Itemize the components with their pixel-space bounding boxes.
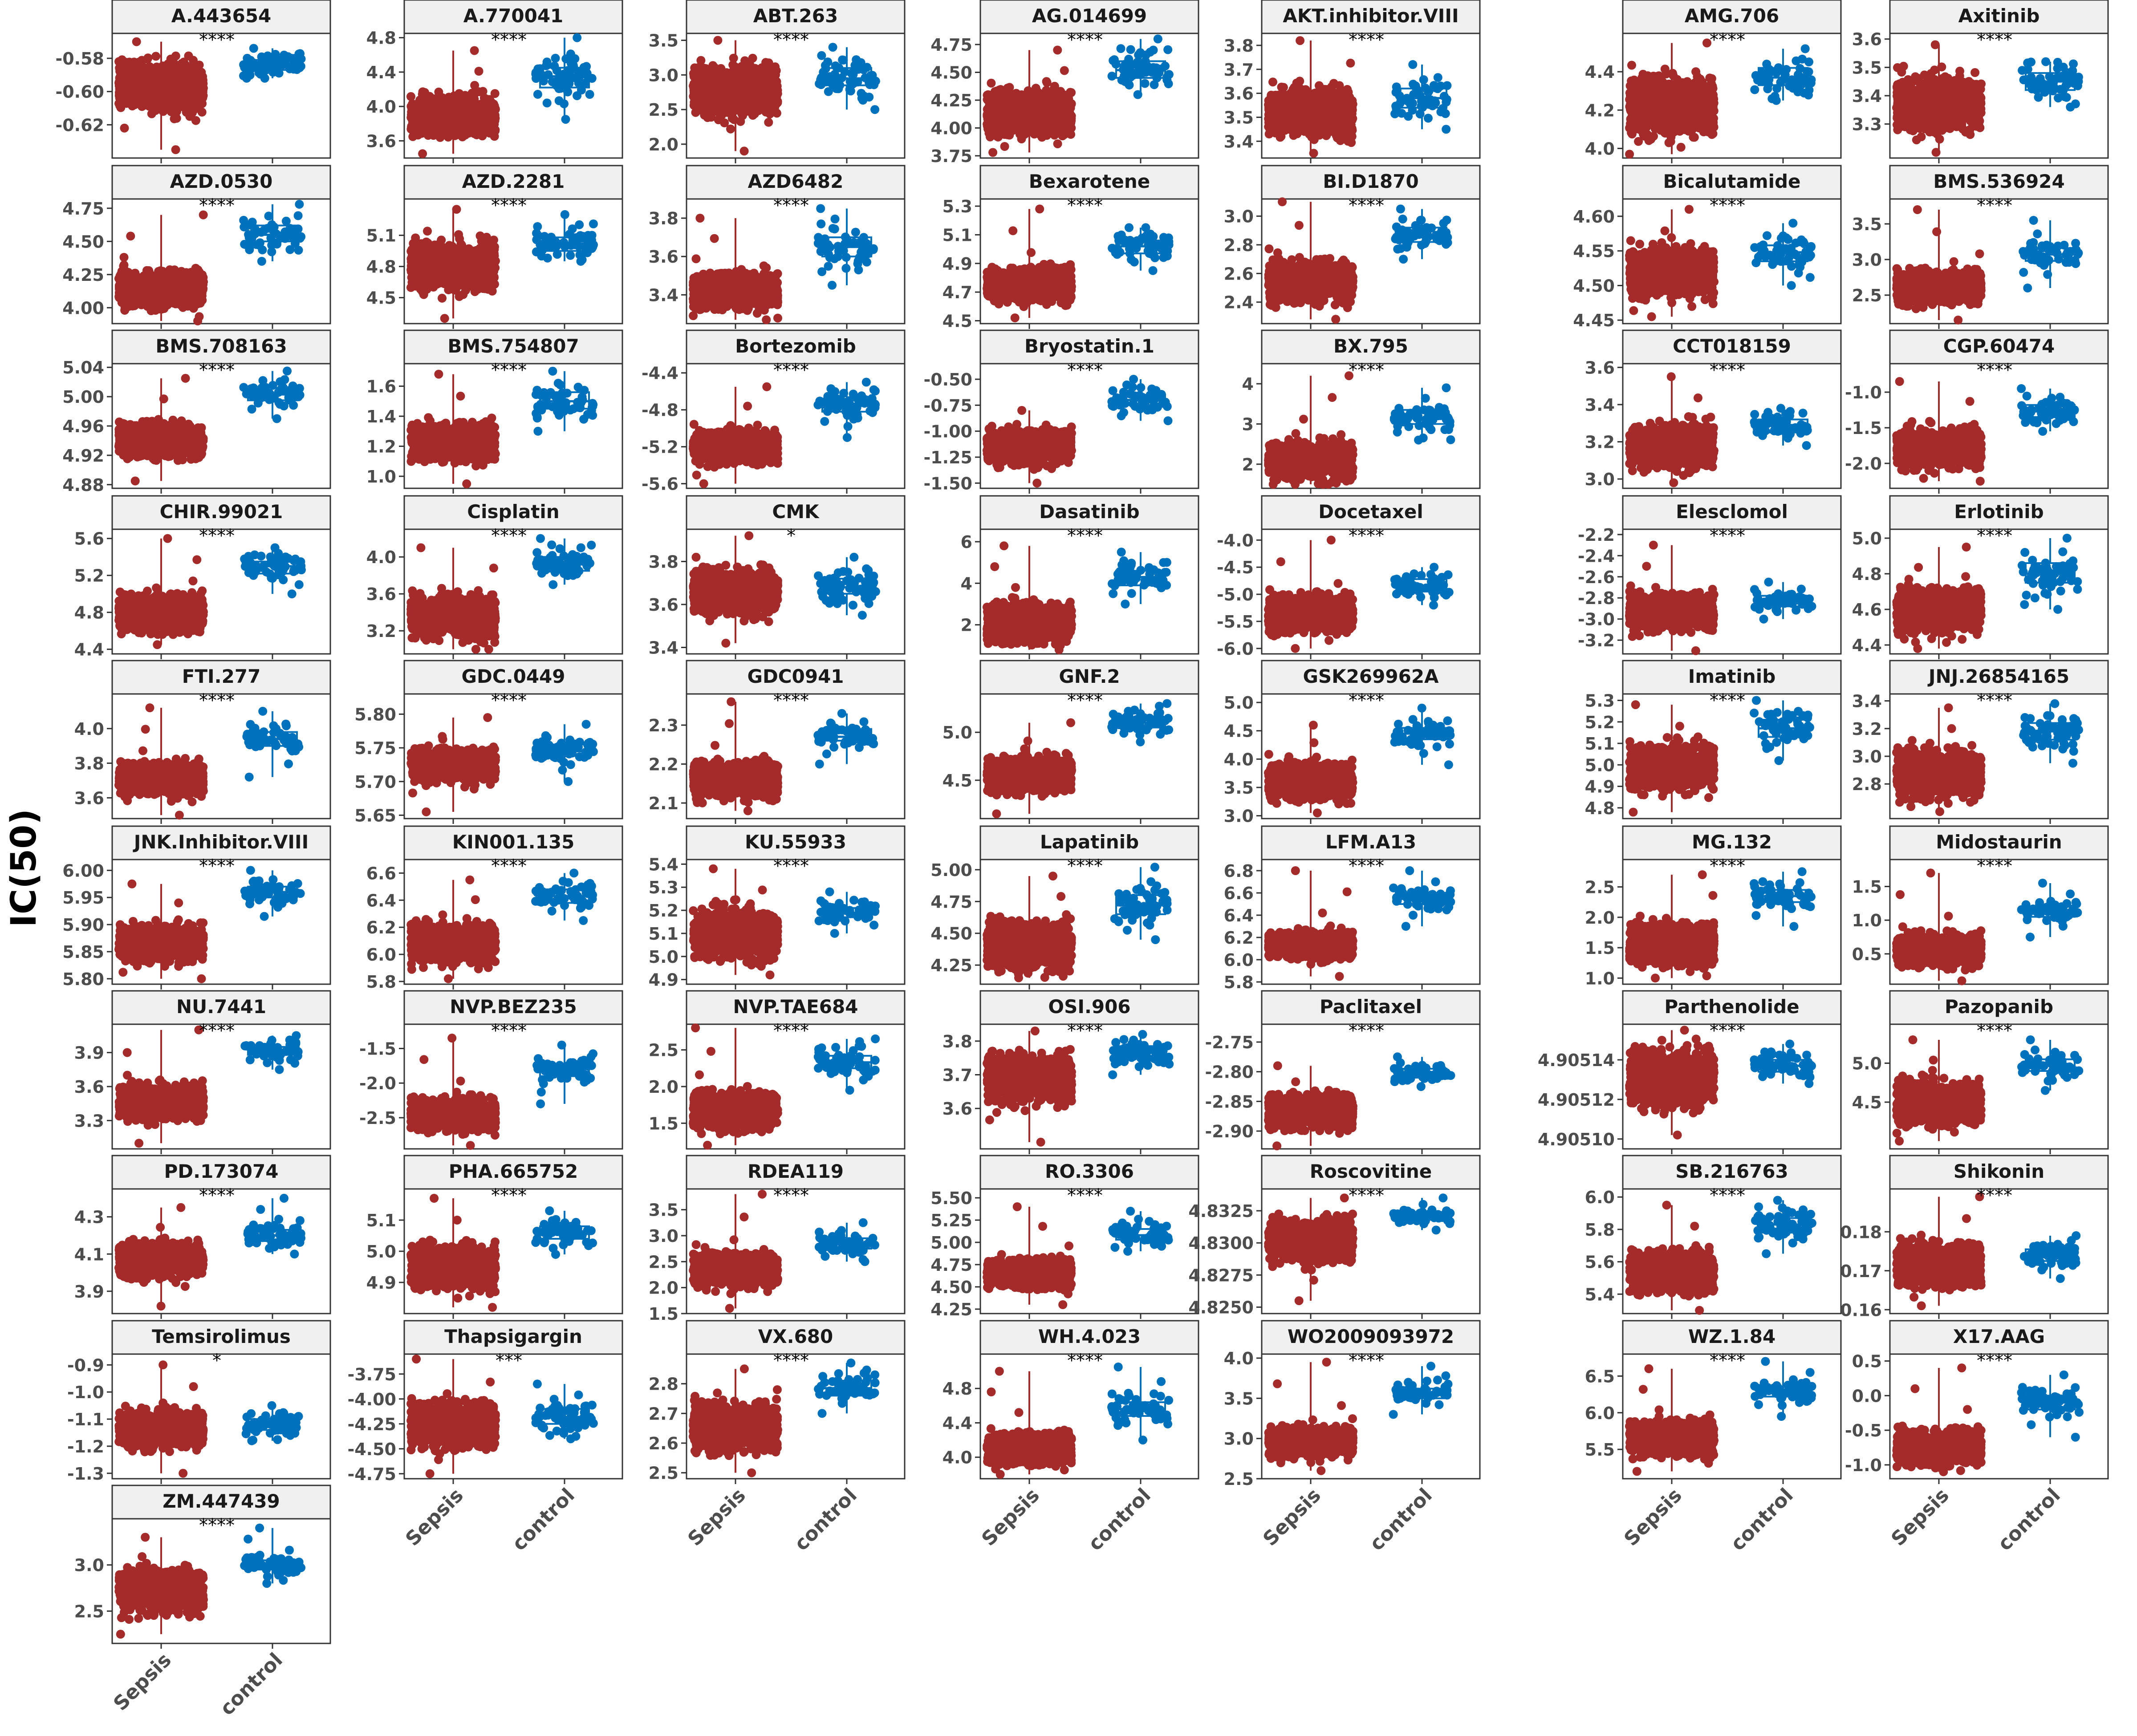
facet-title: A.443654 bbox=[171, 5, 272, 27]
sepsis-point bbox=[143, 55, 152, 64]
significance-label: **** bbox=[199, 30, 235, 50]
y-tick-label: 4.0 bbox=[366, 97, 396, 117]
facet-a-443654: A.443654 -0.62 -0.60 -0.58 **** bbox=[55, 0, 330, 163]
y-tick-label: 4.4 bbox=[366, 63, 396, 82]
facet-a-770041: A.7700413.64.04.44.8 **** bbox=[366, 0, 622, 163]
y-tick-label: -0.58 bbox=[55, 49, 104, 69]
sepsis-point bbox=[475, 67, 483, 76]
sepsis-point bbox=[116, 75, 125, 84]
y-tick-label: -0.62 bbox=[55, 115, 104, 135]
sepsis-point bbox=[151, 52, 160, 61]
sepsis-point bbox=[138, 101, 146, 110]
sepsis-point bbox=[171, 145, 180, 154]
y-tick-label: -0.60 bbox=[55, 82, 104, 102]
sepsis-point bbox=[418, 149, 427, 158]
facet-title: A.770041 bbox=[463, 5, 564, 27]
sepsis-point bbox=[122, 85, 130, 94]
sepsis-point bbox=[148, 77, 157, 85]
sepsis-point bbox=[169, 57, 178, 66]
facet-panels: A.443654 -0.62 -0.60 -0.58 **** A.770041 3.6 4.… bbox=[55, 0, 2108, 1720]
control-point bbox=[263, 52, 272, 61]
sepsis-point bbox=[183, 101, 192, 110]
sepsis-point bbox=[132, 37, 141, 46]
sepsis-point bbox=[158, 88, 167, 97]
sepsis-point bbox=[123, 61, 132, 69]
sepsis-point bbox=[134, 58, 143, 67]
sepsis-point bbox=[138, 87, 146, 96]
sepsis-point bbox=[191, 116, 200, 125]
control-point bbox=[249, 44, 258, 53]
y-tick-label: 3.6 bbox=[366, 131, 396, 151]
sepsis-point bbox=[120, 124, 129, 133]
sepsis-point bbox=[198, 108, 207, 117]
sepsis-point bbox=[170, 114, 179, 123]
control-point bbox=[239, 60, 248, 69]
sepsis-point bbox=[126, 74, 135, 83]
control-point bbox=[273, 68, 282, 77]
sepsis-point bbox=[470, 46, 479, 55]
control-point bbox=[260, 74, 269, 83]
y-axis-title: IC(50) bbox=[4, 809, 44, 927]
sepsis-point bbox=[145, 64, 154, 73]
y-tick-label: 4.8 bbox=[366, 28, 396, 48]
sepsis-point bbox=[187, 82, 195, 91]
sepsis-point bbox=[192, 73, 201, 81]
sepsis-point bbox=[197, 83, 206, 92]
control-point bbox=[246, 71, 255, 80]
